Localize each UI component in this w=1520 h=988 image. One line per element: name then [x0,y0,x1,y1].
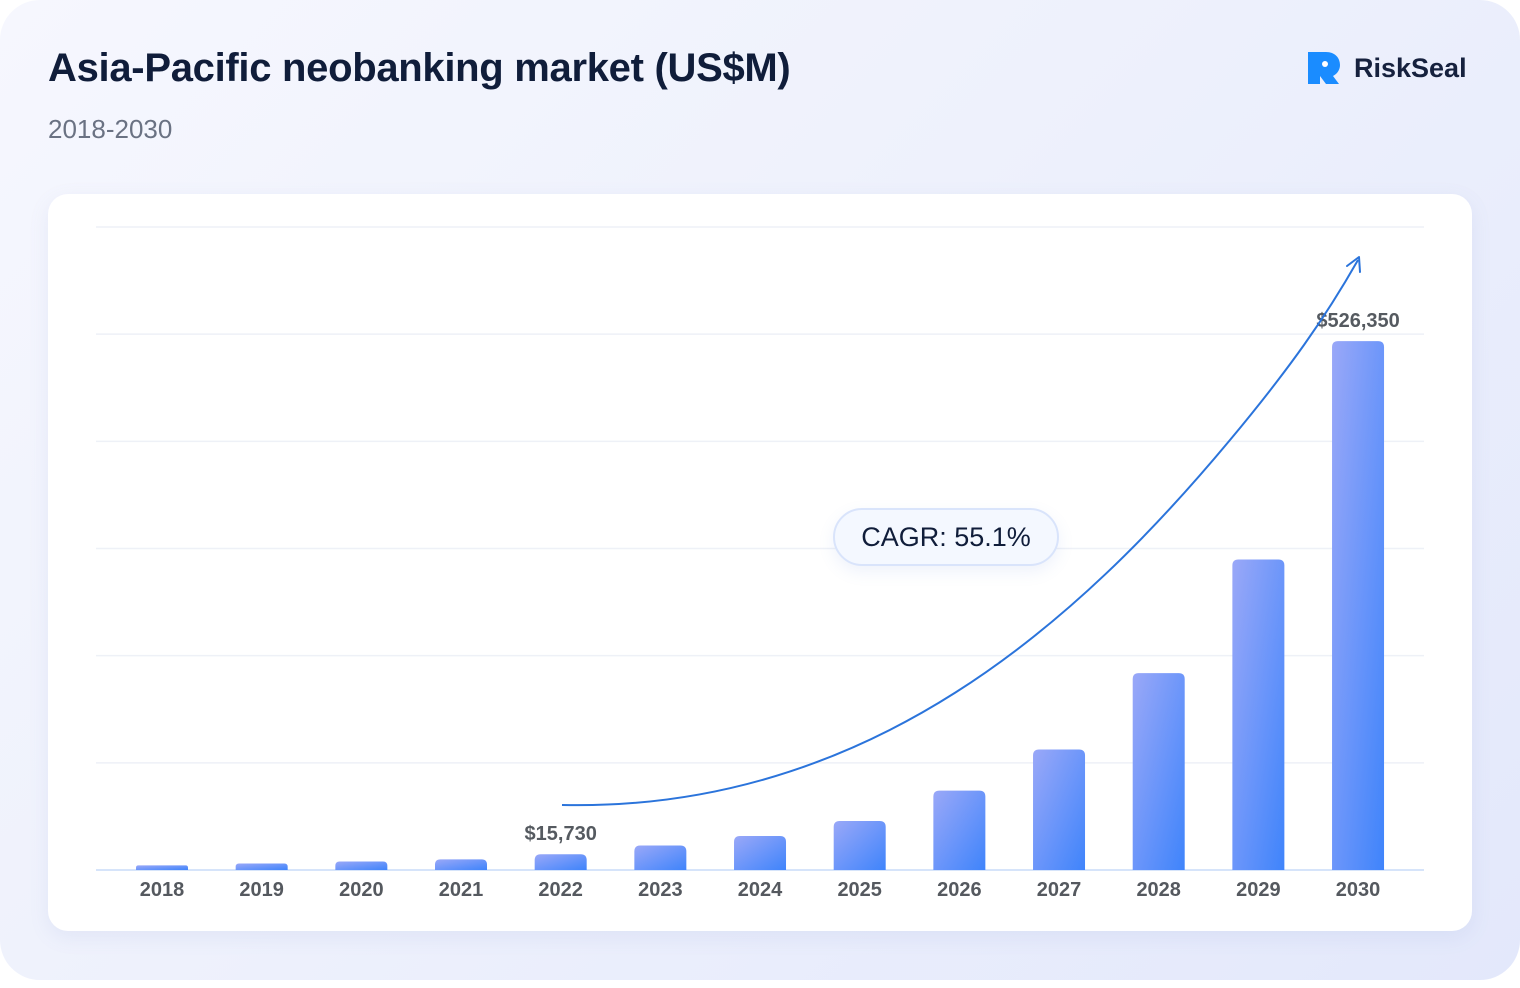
x-tick-label: 2024 [738,879,783,901]
brand-name: RiskSeal [1354,52,1467,83]
trend-arrow-curve [561,259,1359,807]
x-tick-label: 2029 [1236,879,1281,901]
bar-2018 [136,865,188,870]
bar-2024 [734,836,787,870]
x-tick-label: 2020 [339,879,384,901]
riskseal-logo-icon [1308,52,1340,84]
bar-2023 [634,845,687,870]
arrowhead-icon [1346,256,1361,273]
bar-2019 [235,863,288,870]
bar-2020 [335,861,388,870]
bar-2030 [1332,341,1385,870]
gridlines [96,226,1424,871]
brand: RiskSeal [1302,48,1467,88]
x-tick-label: 2027 [1037,879,1082,901]
x-tick-label: 2026 [937,879,982,901]
bar-2028 [1132,673,1185,870]
page-title: Asia-Pacific neobanking market (US$M) [48,46,791,90]
x-tick-label: 2028 [1136,879,1181,901]
bar-2022 [534,854,587,870]
bar-2029 [1232,559,1285,870]
cagr-badge: CAGR: 55.1% [833,508,1059,566]
bars [136,341,1385,870]
bar-2021 [435,859,488,870]
data-label: $15,730 [525,823,597,845]
x-tick-label: 2018 [140,879,185,901]
x-tick-label: 2019 [239,879,284,901]
data-label: $526,350 [1316,310,1399,332]
trend-arrow [561,256,1361,807]
x-tick-label: 2021 [439,879,484,901]
x-tick-label: 2030 [1336,879,1381,901]
data-labels: $15,730 $526,350 [525,310,1400,845]
x-tick-label: 2025 [837,879,882,901]
bar-2025 [833,820,886,870]
x-axis-ticks: 2018 2019 2020 2021 2022 2023 2024 2025 2026 2027… [140,879,1381,901]
bar-2027 [1033,749,1086,870]
page-subtitle: 2018-2030 [48,114,173,144]
x-tick-label: 2022 [538,879,583,901]
bar-2026 [933,790,986,870]
x-tick-label: 2023 [638,879,683,901]
